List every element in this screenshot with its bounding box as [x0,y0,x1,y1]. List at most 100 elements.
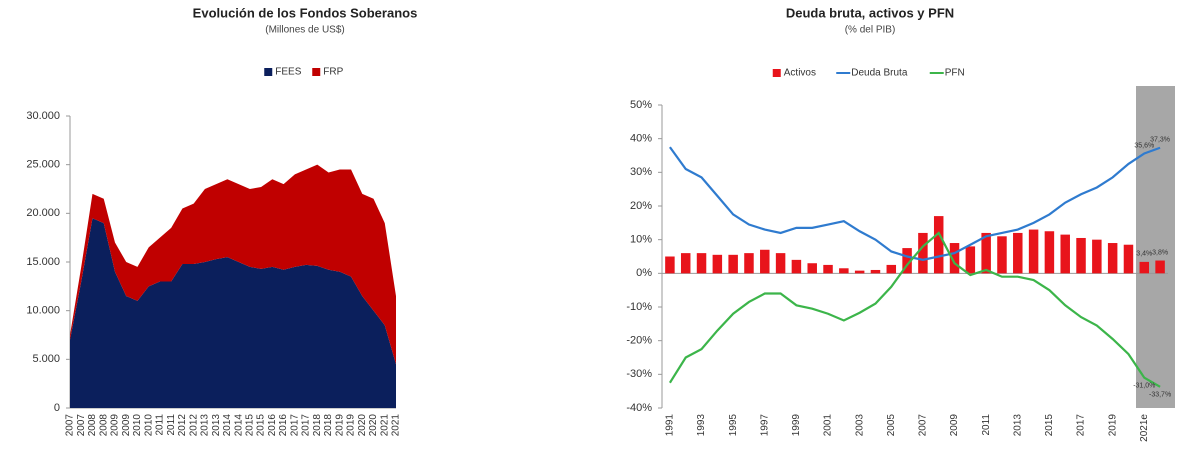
legend-swatch [264,68,273,76]
bar [744,253,754,274]
bar [965,246,976,274]
x-tick-label: 2010 [143,414,154,437]
bar [918,232,928,274]
x-tick-label: 2007 [76,414,87,437]
chart-subtitle: (Millones de US$) [265,25,344,36]
bar [696,253,707,274]
x-tick-label: 2021e [1139,414,1150,442]
x-tick-label: 2017 [1076,414,1087,437]
bar [680,253,691,274]
x-tick-label: 2013 [211,414,222,437]
y-tick-label: 10.000 [26,305,60,317]
bar [1028,229,1039,274]
y-tick-label: -20% [626,335,652,347]
x-tick-label: 2019 [1107,414,1118,437]
y-tick-label: 40% [630,133,652,145]
y-tick-label: 5.000 [32,353,60,365]
x-tick-label: 1997 [759,414,770,437]
x-tick-label: 1993 [696,414,707,437]
x-tick-label: 2008 [98,414,109,437]
data-label: 3,4% [1136,251,1152,258]
bar [712,254,723,274]
data-label: -33,7% [1149,392,1171,399]
x-tick-label: 2020 [368,414,379,437]
bar [997,236,1007,274]
y-tick-label: 20.000 [26,207,60,219]
x-tick-label: 2016 [278,414,289,437]
x-tick-label: 2015 [1044,414,1055,437]
area [70,218,396,408]
bar [1139,261,1150,274]
x-tick-label: 2021 [391,414,402,437]
chart-subtitle: (% del PIB) [845,25,896,36]
y-tick-label: 0% [636,267,652,279]
estimate-shade [1136,86,1175,408]
data-label: 37,3% [1150,137,1170,144]
y-tick-label: 0 [54,402,60,414]
legend-label: FRP [323,67,343,78]
y-tick-label: 20% [630,200,652,212]
x-tick-label: 2018 [312,414,323,437]
x-tick-label: 2016 [267,414,278,437]
bar [760,249,770,274]
bar [791,259,802,274]
x-tick-label: 2011 [981,414,992,436]
y-tick-label: -40% [626,402,652,414]
x-tick-label: 2019 [346,414,357,437]
area [70,164,396,365]
bar [665,256,675,274]
line [668,231,1161,388]
y-tick-label: 30% [630,166,652,178]
y-tick-label: -30% [626,368,652,380]
x-tick-label: 2005 [886,414,897,437]
bar [1123,244,1134,274]
bar [886,264,897,274]
data-label: -31,0% [1133,383,1155,390]
x-tick-label: 2013 [1012,414,1023,437]
x-tick-label: 2007 [65,414,76,437]
x-tick-label: 2011 [155,414,166,436]
x-tick-label: 2010 [132,414,143,437]
x-tick-label: 2013 [200,414,211,437]
x-tick-label: 2009 [110,414,121,437]
bar [807,263,817,274]
data-label: 35,6% [1134,142,1154,149]
y-tick-label: 10% [630,234,652,246]
y-tick-label: -10% [626,301,652,313]
x-tick-label: 2021 [379,414,390,437]
x-tick-label: 2018 [323,414,334,437]
bar [854,270,865,274]
x-tick-label: 2012 [188,414,199,437]
data-label: 3,8% [1152,249,1168,256]
legend-label: PFN [945,68,965,79]
y-tick-label: 50% [630,99,652,111]
x-tick-label: 2012 [177,414,188,437]
bar [1013,232,1023,274]
x-tick-label: 1995 [728,414,739,437]
x-tick-label: 2008 [87,414,98,437]
x-tick-label: 2007 [918,414,929,437]
bar [870,269,881,274]
x-tick-label: 2014 [233,414,244,437]
y-tick-label: 30.000 [26,110,60,122]
x-tick-label: 2017 [289,414,300,437]
x-tick-label: 2014 [222,414,233,437]
bar [728,254,738,274]
bar [933,216,944,274]
x-tick-label: 2017 [301,414,312,437]
x-tick-label: 2003 [854,414,865,437]
bar [1076,237,1086,274]
bar [839,268,849,274]
bar [981,232,991,274]
y-tick-label: 25.000 [26,159,60,171]
line [669,146,1161,261]
bar [1155,260,1165,274]
x-tick-label: 2009 [121,414,132,437]
legend-label: Deuda Bruta [851,68,908,79]
bar [823,264,833,274]
chart-title: Deuda bruta, activos y PFN [786,5,954,20]
legend-swatch [312,68,321,76]
bar [1044,231,1055,274]
bar [902,248,912,274]
legend-swatch [772,69,781,77]
